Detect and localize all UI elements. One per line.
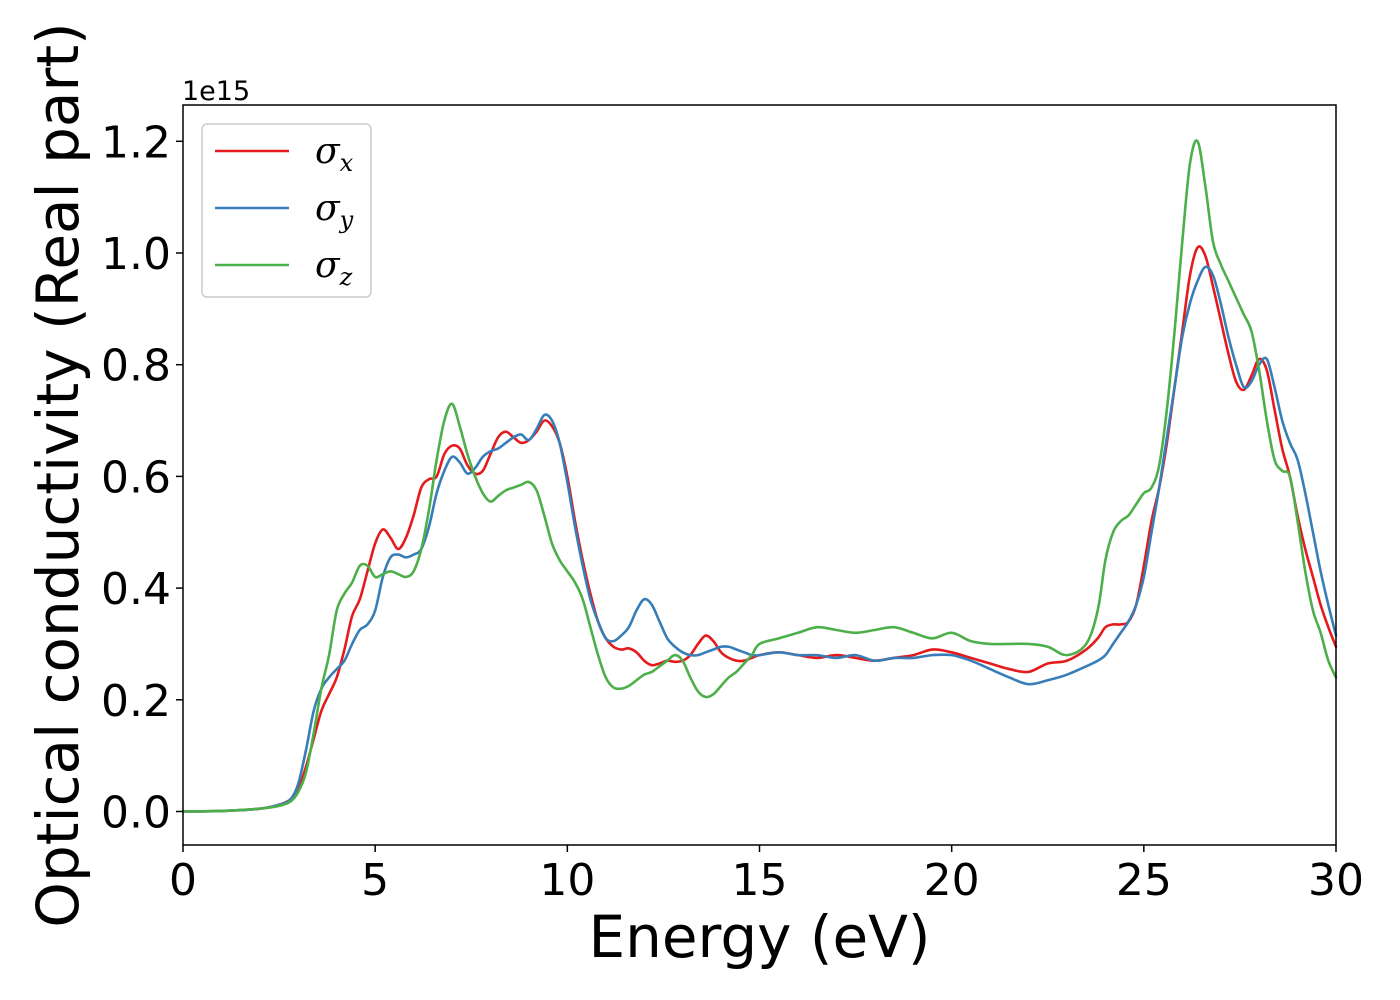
x-tick-label: 0 — [169, 855, 197, 906]
y-tick-label: 0.8 — [101, 341, 171, 392]
x-axis: 0 5 10 15 20 25 30 — [169, 845, 1364, 906]
legend-label-symbol: σ — [315, 131, 341, 172]
series-line-x — [181, 245, 1338, 813]
y-tick-label: 0.0 — [101, 787, 171, 838]
x-tick-label: 25 — [1116, 855, 1172, 906]
y-tick-label: 1.2 — [101, 117, 171, 168]
y-tick-label: 0.2 — [101, 676, 171, 727]
series-line-z — [181, 139, 1338, 813]
y-axis-title: Optical conductivity (Real part) — [24, 22, 92, 927]
legend-label-y: σy — [315, 188, 354, 234]
legend-label-symbol: σ — [315, 245, 341, 286]
y-tick-label: 0.4 — [101, 564, 171, 615]
y-tick-label: 0.6 — [101, 452, 171, 503]
legend-label-subscript: y — [339, 206, 354, 234]
y-tick-label: 1.0 — [101, 229, 171, 280]
legend-box — [201, 123, 372, 298]
x-tick-label: 5 — [361, 855, 389, 906]
y-axis: 0.0 0.2 0.4 0.6 0.8 1.0 1.2 — [101, 117, 183, 838]
legend-label-subscript: x — [340, 149, 354, 177]
legend-label-x: σx — [315, 131, 354, 177]
x-tick-label: 10 — [539, 855, 595, 906]
y-offset-label: 1e15 — [182, 76, 250, 107]
legend-label-symbol: σ — [315, 188, 341, 229]
series-line-y — [181, 265, 1338, 813]
x-axis-title: Energy (eV) — [588, 903, 930, 971]
x-tick-label: 30 — [1308, 855, 1364, 906]
legend-label-z: σz — [315, 245, 353, 291]
legend-label-subscript: z — [339, 263, 353, 291]
x-tick-label: 20 — [924, 855, 980, 906]
x-tick-label: 15 — [732, 855, 788, 906]
series-layer — [181, 139, 1338, 813]
